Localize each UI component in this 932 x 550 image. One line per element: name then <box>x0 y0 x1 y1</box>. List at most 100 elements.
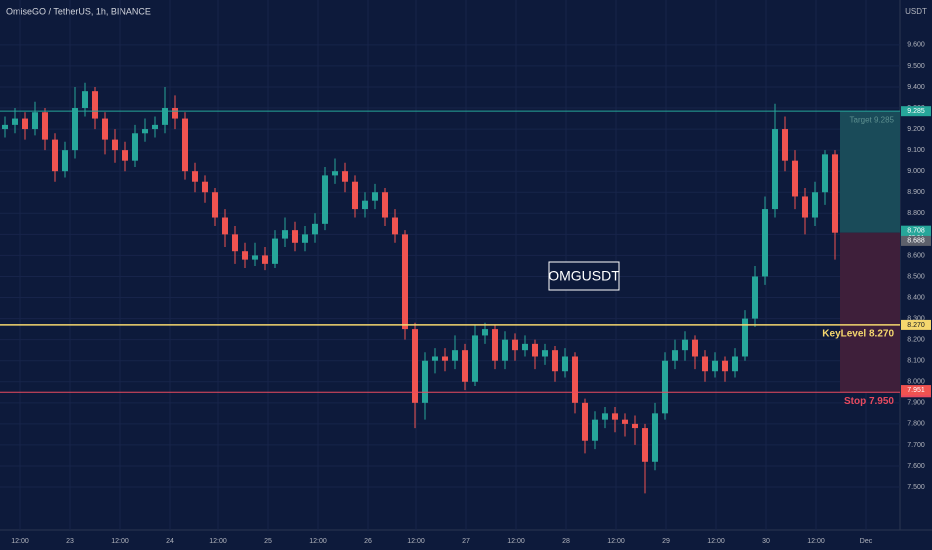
candle-body <box>482 329 488 336</box>
candle-body <box>352 181 358 210</box>
y-tick-label: 8.900 <box>907 189 925 196</box>
candle-body <box>262 255 268 264</box>
price-tag <box>901 106 931 117</box>
candle-body <box>522 343 528 351</box>
price-tag <box>901 235 931 246</box>
y-tick-label: 7.600 <box>907 463 925 470</box>
candle-body <box>402 234 408 330</box>
candle-body <box>142 129 148 134</box>
candle-body <box>632 423 638 429</box>
candle-body <box>592 419 598 441</box>
x-tick-label: 12:00 <box>407 538 425 545</box>
candle-body <box>202 181 208 193</box>
candle-body <box>662 360 668 414</box>
candle-body <box>692 339 698 357</box>
candle-body <box>602 413 608 420</box>
price-tag <box>901 319 931 330</box>
candle-body <box>52 139 58 172</box>
candle-body <box>332 171 338 176</box>
candle-body <box>412 329 418 403</box>
candle-body <box>342 171 348 182</box>
x-tick-label: 26 <box>364 538 372 545</box>
candle-body <box>372 192 378 201</box>
candle-body <box>472 335 478 382</box>
y-tick-label: 8.400 <box>907 294 925 301</box>
y-tick-label: 9.100 <box>907 147 925 154</box>
candle-body <box>582 402 588 441</box>
y-tick-label: 7.900 <box>907 400 925 407</box>
candle-body <box>292 230 298 243</box>
x-tick-label: 24 <box>166 538 174 545</box>
candle-body <box>382 192 388 218</box>
candle-body <box>322 175 328 224</box>
x-tick-label: 28 <box>562 538 570 545</box>
candle-body <box>22 118 28 130</box>
candle-body <box>282 230 288 239</box>
candle-body <box>782 129 788 161</box>
candle-body <box>172 108 178 119</box>
y-tick-label: 8.100 <box>907 358 925 365</box>
price-tag-label: 8.688 <box>907 238 925 245</box>
candle-body <box>732 356 738 372</box>
candle-body <box>722 360 728 372</box>
candle-body <box>512 339 518 351</box>
candle-body <box>572 356 578 403</box>
candle-body <box>62 150 68 172</box>
candle-body <box>132 133 138 161</box>
y-tick-label: 8.200 <box>907 336 925 343</box>
candle-body <box>612 413 618 420</box>
x-tick-label: 12:00 <box>111 538 129 545</box>
level-text: KeyLevel 8.270 <box>822 329 894 340</box>
y-tick-label: 8.600 <box>907 252 925 259</box>
axis-unit: USDT <box>905 7 927 16</box>
y-tick-label: 9.200 <box>907 126 925 133</box>
candle-body <box>102 118 108 140</box>
x-tick-label: Dec <box>860 538 873 545</box>
candle-body <box>452 350 458 361</box>
y-tick-label: 7.500 <box>907 484 925 491</box>
candle-body <box>672 350 678 361</box>
candle-body <box>702 356 708 372</box>
candle-body <box>42 112 48 140</box>
y-tick-label: 9.600 <box>907 42 925 49</box>
candle-body <box>812 192 818 218</box>
x-tick-label: 12:00 <box>607 538 625 545</box>
price-tag-label: 8.270 <box>907 322 925 329</box>
candle-body <box>162 108 168 125</box>
candle-body <box>652 413 658 462</box>
profit-zone <box>840 111 900 233</box>
candle-body <box>152 124 158 130</box>
candle-body <box>622 419 628 424</box>
y-tick-label: 9.000 <box>907 168 925 175</box>
x-tick-label: 12:00 <box>707 538 725 545</box>
x-tick-label: 12:00 <box>807 538 825 545</box>
annotation-box <box>548 261 620 291</box>
candle-body <box>232 234 238 252</box>
candle-body <box>562 356 568 372</box>
price-tag-label: 9.285 <box>907 108 925 115</box>
level-text: Target 9.285 <box>850 115 895 124</box>
price-tag <box>901 385 931 396</box>
candle-body <box>502 339 508 361</box>
x-tick-label: 12:00 <box>507 538 525 545</box>
candle-body <box>532 343 538 357</box>
y-tick-label: 8.300 <box>907 315 925 322</box>
x-tick-label: 30 <box>762 538 770 545</box>
y-tick-label: 9.400 <box>907 84 925 91</box>
x-tick-label: 23 <box>66 538 74 545</box>
chart-title: OmiseGO / TetherUS, 1h, BINANCE <box>6 6 151 16</box>
candle-body <box>462 350 468 382</box>
candle-body <box>72 108 78 151</box>
y-tick-label: 7.800 <box>907 421 925 428</box>
candle-body <box>92 91 98 119</box>
candle-body <box>832 154 838 233</box>
candle-body <box>492 329 498 361</box>
annotation: OMGUSDT <box>548 268 620 284</box>
x-tick-label: 29 <box>662 538 670 545</box>
candle-body <box>12 118 18 125</box>
candle-body <box>542 350 548 357</box>
x-tick-label: 12:00 <box>209 538 227 545</box>
x-tick-label: 27 <box>462 538 470 545</box>
x-tick-label: 12:00 <box>309 538 327 545</box>
